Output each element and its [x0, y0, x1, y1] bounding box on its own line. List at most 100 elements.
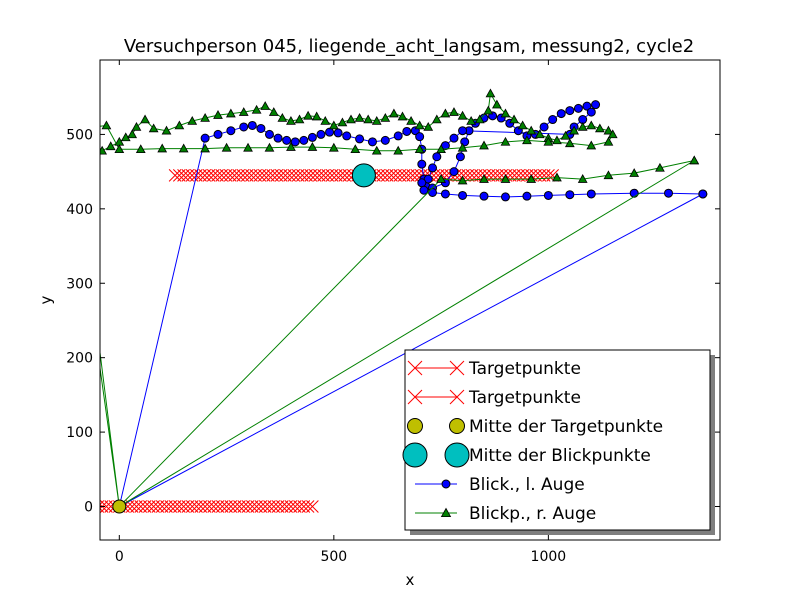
gaze-point-right: [243, 142, 253, 152]
gaze-point-left: [565, 190, 575, 200]
chart-title: Versuchperson 045, liegende_acht_langsam…: [124, 36, 694, 57]
gaze-point-right: [655, 162, 665, 172]
gaze-point-right: [543, 136, 554, 146]
target-point-marker: [10, 501, 22, 513]
gaze-point-right: [127, 129, 138, 139]
gaze-point-right: [689, 155, 700, 165]
legend-entry: Mitte der Blickpunkte: [402, 442, 651, 468]
gaze-point-right: [522, 135, 532, 145]
gaze-point-right: [148, 123, 159, 133]
gaze-point-left: [629, 188, 639, 198]
gaze-point-right: [406, 115, 416, 125]
gaze-point-left: [455, 152, 465, 162]
gaze-point-right: [72, 160, 80, 168]
gaze-point-left: [586, 189, 596, 199]
legend-marker: [449, 389, 465, 405]
gaze-point-left: [342, 131, 352, 141]
gaze-point-right: [328, 142, 339, 152]
legend-marker: [444, 442, 470, 468]
gaze-point-left: [432, 152, 442, 162]
gaze-point-right: [371, 145, 382, 155]
gaze-point-right: [161, 125, 172, 135]
gaze-point-left: [586, 107, 596, 117]
gaze-point-left: [698, 189, 708, 199]
gaze-point-right: [225, 108, 236, 118]
gaze-point-right: [89, 151, 97, 159]
gaze-point-right: [586, 120, 597, 130]
target-point-marker: [66, 501, 78, 513]
x-tick-label: 500: [320, 549, 347, 565]
gaze-point-right: [526, 174, 537, 183]
gaze-point-left: [565, 106, 575, 116]
legend-label: Targetpunkte: [468, 359, 581, 379]
legend-entry: Blickp., r. Auge: [415, 504, 596, 524]
target-point-marker: [0, 501, 9, 513]
x-tick-label: 0: [115, 549, 124, 565]
gaze-point-left: [428, 187, 438, 197]
gaze-point-right: [100, 145, 108, 155]
gaze-point-left: [548, 115, 558, 125]
legend-entry: Targetpunkte: [407, 359, 581, 379]
gaze-point-right: [564, 138, 575, 148]
gaze-point-left: [333, 128, 343, 138]
gaze-point-right: [586, 140, 597, 150]
gaze-point-right: [354, 113, 365, 122]
gaze-point-left: [458, 190, 468, 200]
gaze-point-right: [431, 114, 442, 124]
gaze-point-right: [320, 115, 331, 125]
gaze-point-left: [543, 190, 553, 200]
gaze-point-right: [449, 107, 459, 116]
x-tick-label: 1000: [531, 549, 567, 565]
gaze-point-left: [355, 134, 365, 144]
gaze-point-right: [500, 136, 511, 146]
target-point-marker: [45, 501, 57, 513]
target-point-marker: [23, 501, 35, 513]
gaze-point-right: [311, 111, 322, 121]
gaze-point-right: [397, 111, 408, 121]
gaze-point-left: [393, 131, 403, 141]
gaze-point-right: [492, 99, 502, 109]
gaze-point-left: [479, 191, 489, 201]
gaze-point-left: [256, 123, 266, 133]
gaze-point-left: [449, 133, 459, 143]
gaze-point-left: [247, 120, 257, 130]
gaze-point-left: [449, 167, 459, 177]
gaze-point-right: [569, 125, 579, 135]
target-point-marker: [58, 501, 70, 513]
gaze-point-right: [131, 121, 142, 131]
target-point-marker: [542, 168, 555, 182]
legend-marker: [407, 389, 423, 405]
gaze-point-right: [577, 121, 588, 131]
gaze-point-right: [594, 123, 605, 133]
gaze-point-left: [264, 129, 274, 139]
gaze-point-right: [440, 108, 451, 118]
target-point-marker: [0, 501, 5, 513]
legend-marker: [441, 479, 451, 489]
gaze-point-right: [174, 120, 185, 130]
gaze-point-right: [337, 117, 348, 127]
gaze-point-right: [436, 144, 446, 154]
gaze-point-left: [307, 132, 317, 142]
y-tick-label: 400: [66, 202, 93, 218]
gaze-point-right: [286, 115, 296, 125]
legend-marker: [407, 418, 423, 434]
gaze-point-right: [500, 108, 511, 118]
target-point-marker: [306, 500, 319, 513]
target-point-marker: [0, 501, 1, 513]
target-point-marker: [36, 501, 48, 513]
gaze-point-right: [534, 129, 545, 139]
gaze-point-right: [221, 142, 232, 152]
gaze-point-right: [603, 170, 614, 180]
gaze-point-right: [200, 143, 211, 153]
gaze-point-right: [457, 142, 468, 152]
gaze-point-right: [68, 164, 76, 172]
gaze-point-right: [346, 114, 356, 124]
target-point-marker: [32, 501, 44, 513]
legend-entry: Blick., l. Auge: [415, 475, 585, 495]
gaze-point-right: [114, 144, 125, 154]
y-tick-label: 200: [66, 351, 93, 367]
gaze-point-left: [573, 103, 583, 113]
gaze-point-right: [105, 141, 116, 151]
gaze-point-right: [485, 88, 496, 98]
